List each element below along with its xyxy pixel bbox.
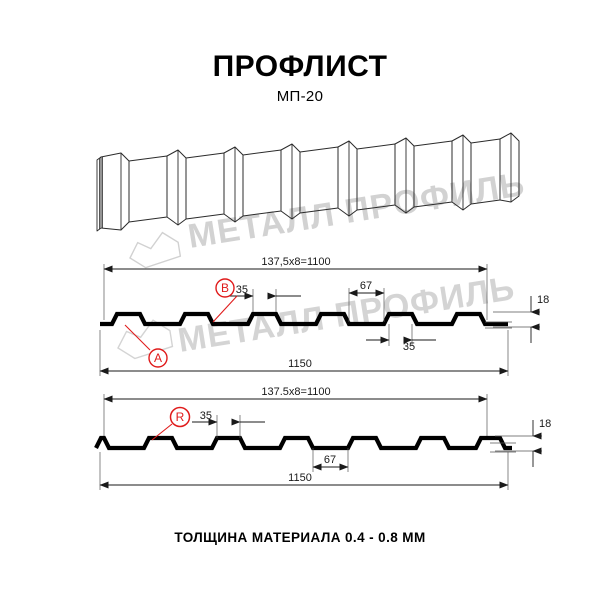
material-thickness-caption: ТОЛЩИНА МАТЕРИАЛА 0.4 - 0.8 ММ (174, 530, 426, 545)
page-subtitle: МП-20 (276, 88, 324, 105)
dim-bottom-rib: 35 (200, 410, 212, 422)
callout-r-label: R (176, 410, 185, 424)
dim-top-valley: 67 (360, 280, 372, 292)
dim-top-rib-lower: 35 (403, 341, 415, 353)
dim-top-overall-lower: 1150 (288, 358, 312, 370)
profile-section-top (100, 311, 508, 327)
dim-bottom-height: 18 (539, 418, 551, 430)
dim-bottom-overall-lower: 1150 (288, 472, 312, 484)
page-title: ПРОФЛИСТ (212, 50, 388, 83)
callout-a-label: A (154, 351, 162, 365)
callout-r: R (151, 406, 191, 441)
profile-drawing-top: МЕТАЛЛ ПРОФИЛЬ 137,5x8=1100 18 (99, 256, 549, 376)
watermark-isometric: МЕТАЛЛ ПРОФИЛЬ (129, 165, 528, 269)
profile-section-bottom (94, 435, 512, 451)
callout-b-label: B (221, 281, 229, 295)
dim-bottom-valley: 67 (324, 454, 336, 466)
dim-top-height: 18 (537, 294, 549, 306)
callout-a: A (124, 324, 168, 368)
dim-top-rib-upper: 35 (236, 284, 248, 296)
dim-bottom-overall-upper: 137.5x8=1100 (261, 386, 330, 398)
callout-b: B (212, 278, 238, 323)
dim-top-overall-upper: 137,5x8=1100 (261, 256, 330, 268)
profile-drawing-bottom: 137.5x8=1100 18 35 67 (94, 386, 551, 490)
isometric-sheet-view (96, 132, 520, 232)
